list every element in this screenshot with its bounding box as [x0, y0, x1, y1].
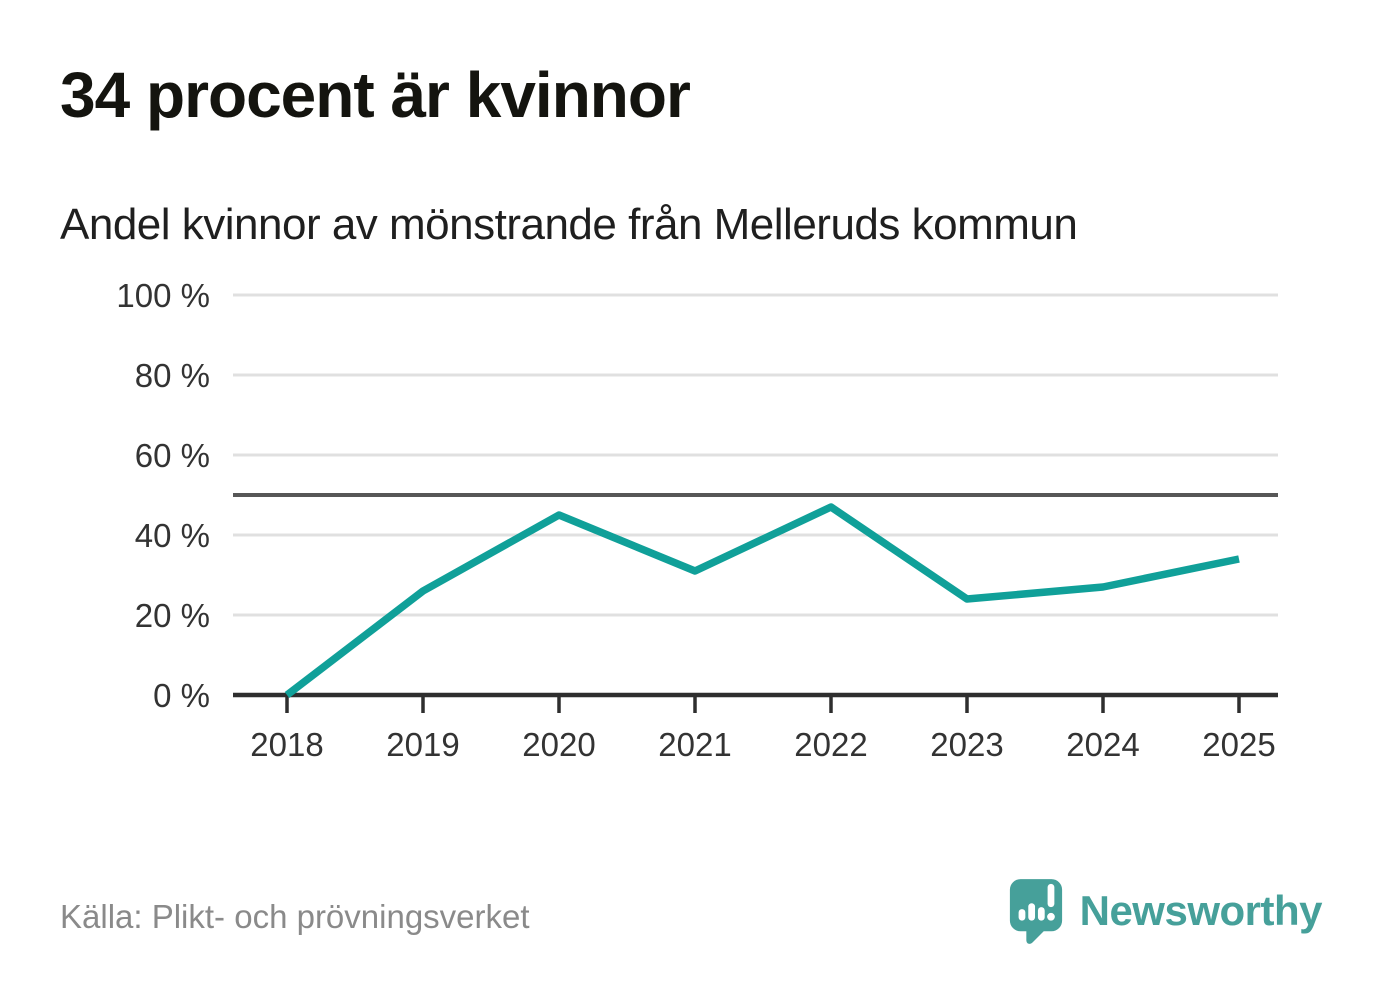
x-axis-label-2019: 2019	[386, 726, 459, 763]
source-caption: Källa: Plikt- och prövningsverket	[60, 898, 530, 935]
x-axis-label-2020: 2020	[522, 726, 595, 763]
x-axis-label-2018: 2018	[250, 726, 323, 763]
x-axis-label-2021: 2021	[658, 726, 731, 763]
x-axis-label-2024: 2024	[1066, 726, 1139, 763]
x-axis-label-2025: 2025	[1202, 726, 1275, 763]
exclamation-bar-icon	[1047, 883, 1054, 908]
y-axis-label-0: 0 %	[153, 677, 210, 714]
data-line-andel-kvinnor	[284, 503, 1240, 698]
exclamation-dot-icon	[1046, 912, 1055, 921]
newsworthy-icon	[1009, 879, 1062, 944]
line-chart: 2018 2019 2020 2021 2022 2023 2024 2025 0 % 20 % 4…	[116, 277, 1278, 763]
x-axis-label-2023: 2023	[930, 726, 1003, 763]
x-axis-label-2022: 2022	[794, 726, 867, 763]
y-axis-label-80: 80 %	[135, 357, 210, 394]
bar-icon-medium	[1037, 907, 1045, 921]
y-axis-label-100: 100 %	[116, 277, 210, 314]
chart-subtitle: Andel kvinnor av mönstrande från Melleru…	[60, 200, 1078, 249]
brand-name: Newsworthy	[1079, 887, 1323, 934]
y-axis-label-20: 20 %	[135, 597, 210, 634]
bar-icon-tall	[1027, 903, 1035, 921]
chart-title: 34 procent är kvinnor	[60, 59, 691, 131]
newsworthy-logo: Newsworthy	[1007, 876, 1323, 946]
y-axis-label-40: 40 %	[135, 517, 210, 554]
y-axis-label-60: 60 %	[135, 437, 210, 474]
bar-icon-short	[1018, 909, 1025, 921]
